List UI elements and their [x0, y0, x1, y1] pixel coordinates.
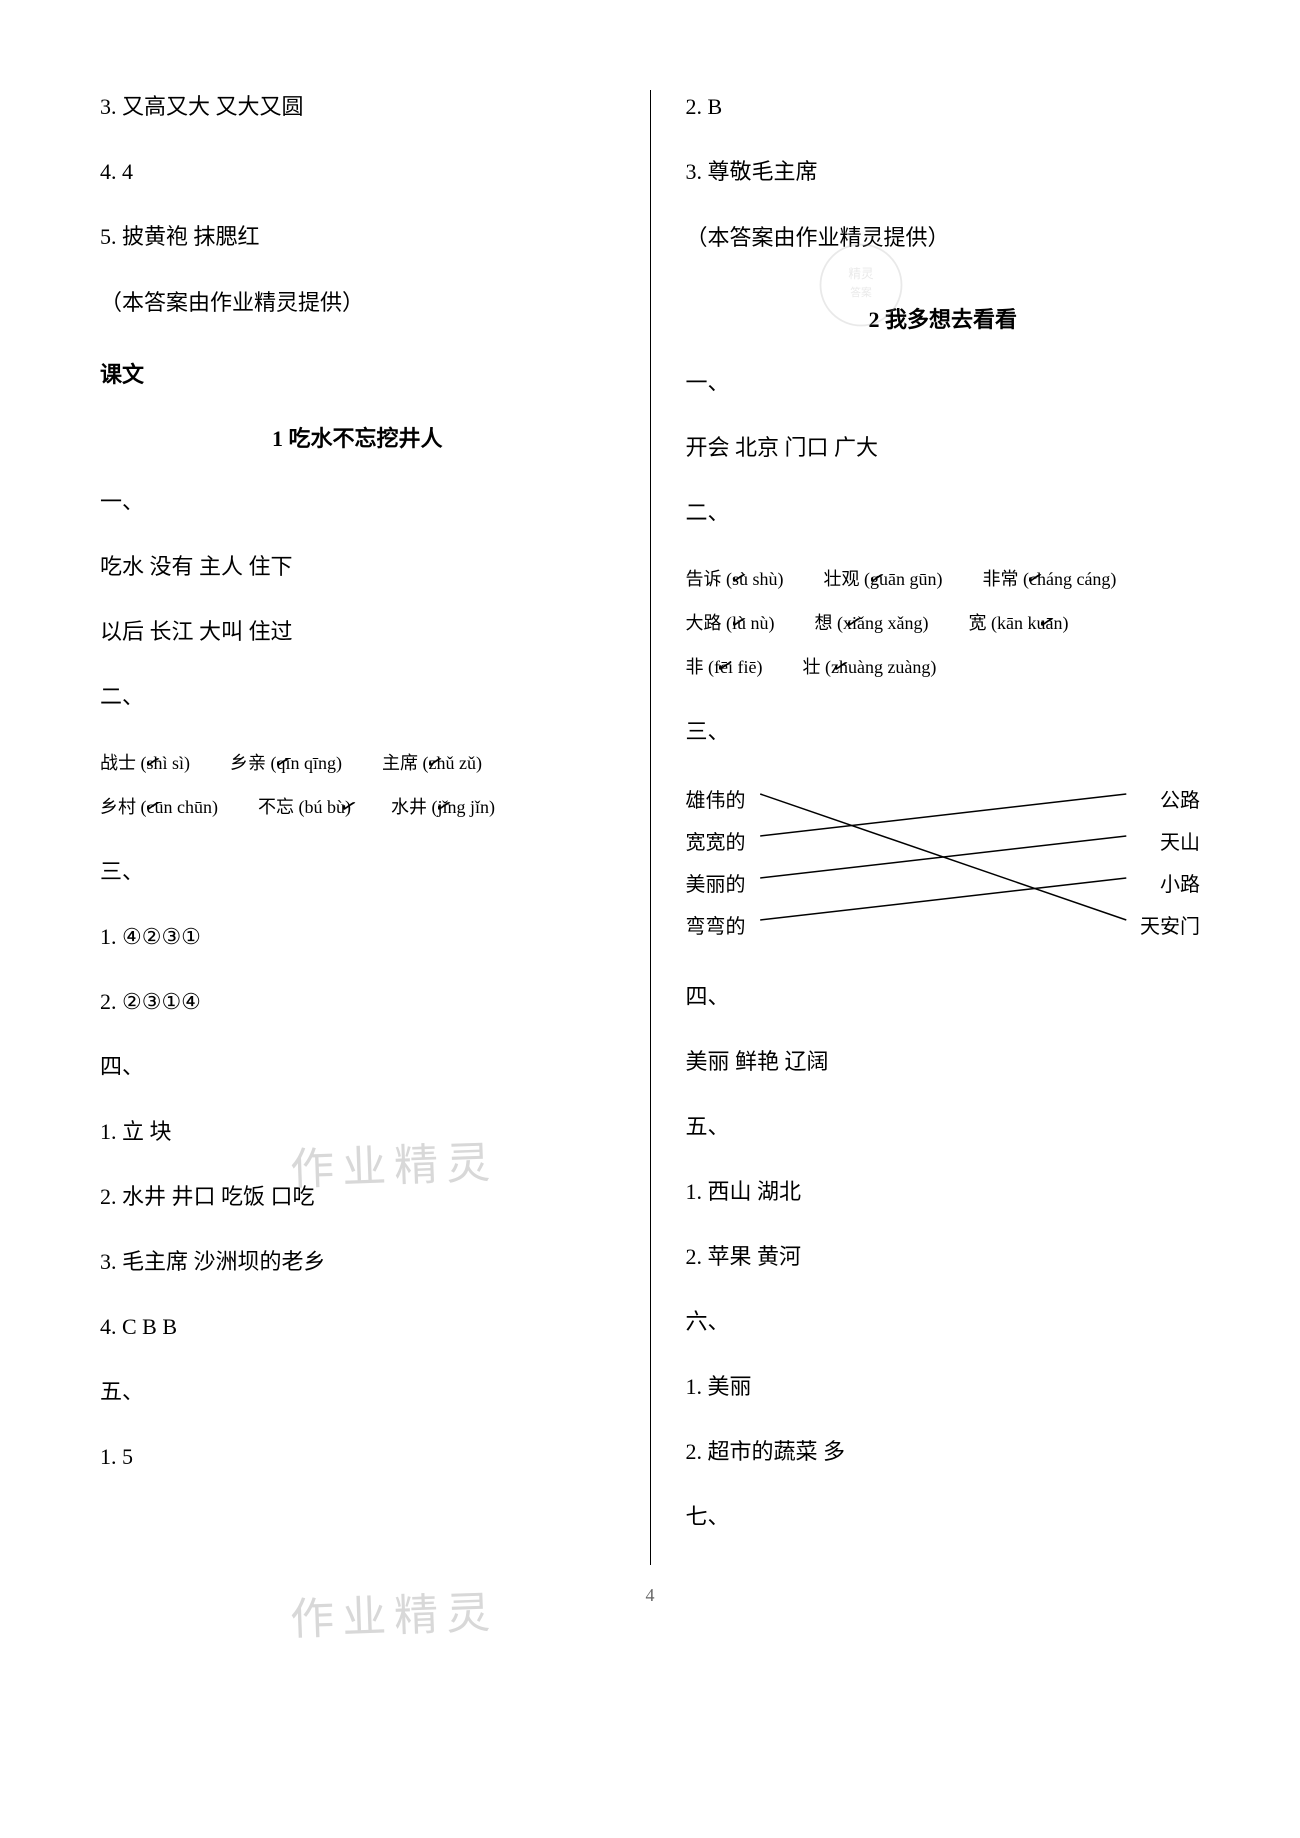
pinyin-item: 乡亲 (qīn qīng)✓ — [230, 745, 342, 781]
match-edge — [760, 878, 1126, 920]
section-number: 六、 — [686, 1305, 1201, 1338]
pinyin-item: 乡村 (cūn chūn)✓ — [100, 789, 218, 825]
section-number: 二、 — [686, 496, 1201, 529]
answer-line: 5. 披黄袍 抹腮红 — [100, 220, 615, 253]
checkmark-icon: ✓ — [138, 785, 167, 828]
answer-line: 2. 苹果 黄河 — [686, 1240, 1201, 1273]
answer-line: 开会 北京 门口 广大 — [686, 431, 1201, 464]
answer-line: 美丽 鲜艳 辽阔 — [686, 1045, 1201, 1078]
matching-exercise: 雄伟的宽宽的美丽的弯弯的 公路天山小路天安门 — [686, 780, 1201, 950]
section-number: 四、 — [100, 1050, 615, 1083]
section-number: 七、 — [686, 1500, 1201, 1533]
answer-line: 3. 又高又大 又大又圆 — [100, 90, 615, 123]
checkmark-icon: ✓ — [138, 741, 167, 784]
answer-line: 1. 美丽 — [686, 1370, 1201, 1403]
checkmark-icon: ✓ — [723, 557, 752, 600]
pinyin-exercise: 告诉 (sù shù)✓ 壮观 (guān gūn)✓ 非常 (cháng cáng… — [686, 561, 1201, 685]
lesson-title: 2 我多想去看看 — [686, 302, 1201, 334]
section-number: 二、 — [100, 680, 615, 713]
pinyin-row: 乡村 (cūn chūn)✓ 不忘 (bú bù)✓ 水井 (jǐng jǐn)✓ — [100, 789, 615, 825]
answer-line: 2. 水井 井口 吃饭 口吃 — [100, 1180, 615, 1213]
source-note: （本答案由作业精灵提供） — [100, 285, 615, 317]
pinyin-item: 宽 (kān kuān)✓ — [968, 605, 1068, 641]
checkmark-icon: ✓ — [334, 785, 363, 828]
answer-line: 1. 立 块 — [100, 1115, 615, 1148]
pinyin-row: 大路 (lù nù)✓ 想 (xiǎng xǎng)✓ 宽 (kān kuān)✓ — [686, 605, 1201, 641]
section-number: 五、 — [686, 1110, 1201, 1143]
checkmark-icon: ✓ — [1032, 601, 1061, 644]
checkmark-icon: ✓ — [826, 645, 855, 688]
answer-line: 以后 长江 大叫 住过 — [100, 615, 615, 648]
pinyin-item: 水井 (jǐng jǐn)✓ — [391, 789, 495, 825]
answer-line: 1. ④②③① — [100, 920, 615, 953]
pinyin-item: 非 (fēi fiē)✓ — [686, 649, 763, 685]
source-note: （本答案由作业精灵提供） 精灵 答案 — [686, 220, 1201, 252]
answer-line: 3. 毛主席 沙洲坝的老乡 — [100, 1245, 615, 1278]
checkmark-icon: ✓ — [420, 741, 449, 784]
answer-line: 1. 5 — [100, 1440, 615, 1473]
pinyin-item: 主席 (zhǔ zǔ)✓ — [382, 745, 482, 781]
answer-line: 4. C B B — [100, 1310, 615, 1343]
left-column: 3. 又高又大 又大又圆 4. 4 5. 披黄袍 抹腮红 （本答案由作业精灵提供… — [70, 90, 651, 1565]
lesson-title: 1 吃水不忘挖井人 — [100, 421, 615, 453]
pinyin-row: 告诉 (sù shù)✓ 壮观 (guān gūn)✓ 非常 (cháng cáng… — [686, 561, 1201, 597]
source-note-text: （本答案由作业精灵提供） — [686, 225, 950, 250]
match-lines — [686, 780, 1201, 950]
svg-text:答案: 答案 — [850, 286, 872, 299]
page: 3. 又高又大 又大又圆 4. 4 5. 披黄袍 抹腮红 （本答案由作业精灵提供… — [70, 90, 1230, 1565]
answer-line: 2. 超市的蔬菜 多 — [686, 1435, 1201, 1468]
match-edge — [760, 836, 1126, 878]
match-edge — [760, 794, 1126, 836]
checkmark-icon: ✓ — [429, 785, 458, 828]
section-number: 五、 — [100, 1375, 615, 1408]
answer-line: 2. ②③①④ — [100, 985, 615, 1018]
pinyin-item: 不忘 (bú bù)✓ — [258, 789, 351, 825]
pinyin-item: 壮 (zhuàng zuàng)✓ — [802, 649, 936, 685]
pinyin-exercise: 战士 (shì sì)✓ 乡亲 (qīn qīng)✓ 主席 (zhǔ zǔ)✓ 乡村… — [100, 745, 615, 825]
checkmark-icon: ✓ — [861, 557, 890, 600]
section-number: 三、 — [686, 715, 1201, 748]
pinyin-item: 战士 (shì sì)✓ — [100, 745, 190, 781]
pinyin-item: 非常 (cháng cáng)✓ — [982, 561, 1116, 597]
right-column: 2. B 3. 尊敬毛主席 （本答案由作业精灵提供） 精灵 答案 2 我多想去看… — [651, 90, 1231, 1565]
pinyin-item: 大路 (lù nù)✓ — [686, 605, 775, 641]
pinyin-item: 想 (xiǎng xǎng)✓ — [815, 605, 929, 641]
checkmark-icon: ✓ — [838, 601, 867, 644]
answer-line: 1. 西山 湖北 — [686, 1175, 1201, 1208]
page-number: 4 — [70, 1585, 1230, 1606]
section-number: 三、 — [100, 855, 615, 888]
pinyin-row: 非 (fēi fiē)✓ 壮 (zhuàng zuàng)✓ — [686, 649, 1201, 685]
pinyin-row: 战士 (shì sì)✓ 乡亲 (qīn qīng)✓ 主席 (zhǔ zǔ)✓ — [100, 745, 615, 781]
answer-line: 2. B — [686, 90, 1201, 123]
section-number: 一、 — [686, 366, 1201, 399]
answer-line: 吃水 没有 主人 住下 — [100, 550, 615, 583]
pinyin-item: 告诉 (sù shù)✓ — [686, 561, 784, 597]
answer-line: 3. 尊敬毛主席 — [686, 155, 1201, 188]
section-number: 四、 — [686, 980, 1201, 1013]
section-number: 一、 — [100, 485, 615, 518]
checkmark-icon: ✓ — [723, 601, 752, 644]
section-heading: 课文 — [100, 357, 615, 389]
svg-text:精灵: 精灵 — [848, 267, 874, 281]
pinyin-item: 壮观 (guān gūn)✓ — [824, 561, 943, 597]
checkmark-icon: ✓ — [709, 645, 738, 688]
answer-line: 4. 4 — [100, 155, 615, 188]
checkmark-icon: ✓ — [1020, 557, 1049, 600]
checkmark-icon: ✓ — [268, 741, 297, 784]
